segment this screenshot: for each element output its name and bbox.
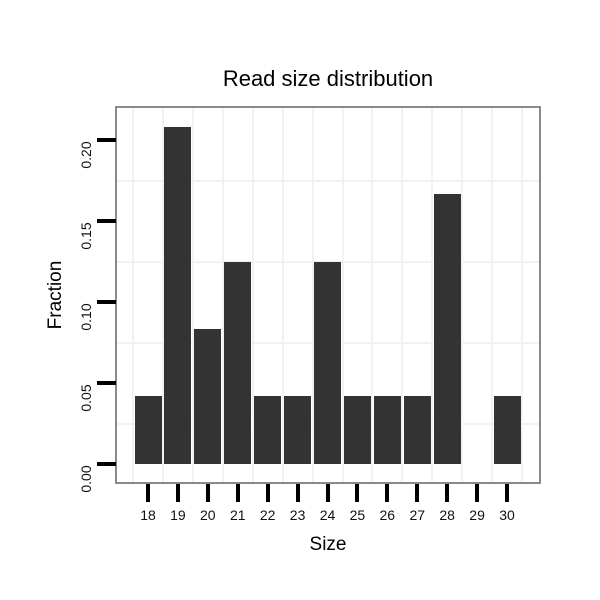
x-tick-label: 27 xyxy=(409,507,426,523)
bar-26 xyxy=(373,396,401,464)
bar-24 xyxy=(314,261,341,464)
y-tick-mark xyxy=(97,300,116,304)
y-tick-label: 0.15 xyxy=(78,222,94,250)
bar-22 xyxy=(254,396,282,464)
x-tick-label: 28 xyxy=(439,507,455,523)
x-tick-mark xyxy=(475,484,480,502)
minor-gridline-vertical xyxy=(191,108,194,482)
minor-gridline-vertical xyxy=(491,108,493,482)
minor-gridline-vertical xyxy=(341,108,344,482)
x-axis-title: Size xyxy=(309,534,347,555)
x-tick-label: 25 xyxy=(349,507,366,523)
y-axis-title: Fraction xyxy=(45,260,66,330)
x-tick-mark xyxy=(325,484,330,502)
minor-gridline-vertical xyxy=(281,108,284,482)
x-tick-label: 23 xyxy=(289,507,306,523)
minor-gridline-vertical xyxy=(521,108,523,482)
bar-20 xyxy=(194,329,222,464)
x-tick-mark xyxy=(295,484,300,502)
x-tick-mark xyxy=(415,484,420,502)
x-tick-label: 29 xyxy=(469,507,485,523)
minor-gridline-vertical xyxy=(162,108,164,482)
minor-gridline-vertical xyxy=(132,108,134,482)
minor-gridline-vertical xyxy=(251,108,254,482)
y-tick-label: 0.00 xyxy=(78,465,94,493)
x-tick-mark xyxy=(385,484,390,502)
x-tick-label: 20 xyxy=(200,507,216,523)
bar-28 xyxy=(433,193,461,464)
x-tick-label: 24 xyxy=(319,507,336,523)
x-tick-mark xyxy=(265,484,270,502)
x-tick-mark xyxy=(355,484,360,502)
x-tick-label: 30 xyxy=(499,507,515,523)
minor-gridline-vertical xyxy=(461,108,464,482)
bar-18 xyxy=(134,396,162,464)
minor-gridline-horizontal xyxy=(117,179,539,182)
minor-gridline-vertical xyxy=(311,108,314,482)
x-tick-label: 18 xyxy=(140,507,156,523)
x-tick-mark xyxy=(146,484,150,502)
x-tick-mark xyxy=(505,484,509,502)
bar-25 xyxy=(343,396,371,464)
bar-30 xyxy=(493,396,521,464)
bar-21 xyxy=(224,261,252,464)
x-tick-mark xyxy=(235,484,240,502)
y-tick-mark xyxy=(97,462,116,466)
x-tick-label: 26 xyxy=(379,507,396,523)
plot-panel xyxy=(115,106,541,484)
x-tick-mark xyxy=(445,484,450,502)
x-tick-mark xyxy=(205,484,210,502)
minor-gridline-vertical xyxy=(401,108,404,482)
x-tick-label: 19 xyxy=(170,507,186,523)
bar-19 xyxy=(164,126,192,464)
y-tick-label: 0.05 xyxy=(78,384,94,412)
y-tick-mark xyxy=(97,219,116,223)
chart-title: Read size distribution xyxy=(222,66,434,91)
y-tick-mark xyxy=(97,138,116,142)
minor-gridline-vertical xyxy=(371,108,374,482)
x-tick-label: 22 xyxy=(259,507,276,523)
bar-23 xyxy=(284,396,312,464)
x-tick-label: 21 xyxy=(230,507,246,523)
minor-gridline-vertical xyxy=(221,108,224,482)
minor-gridline-vertical xyxy=(431,108,434,482)
x-tick-mark xyxy=(175,484,180,502)
y-tick-label: 0.20 xyxy=(78,141,94,169)
y-tick-mark xyxy=(97,381,116,385)
y-tick-label: 0.10 xyxy=(78,303,94,331)
bar-27 xyxy=(403,396,431,464)
